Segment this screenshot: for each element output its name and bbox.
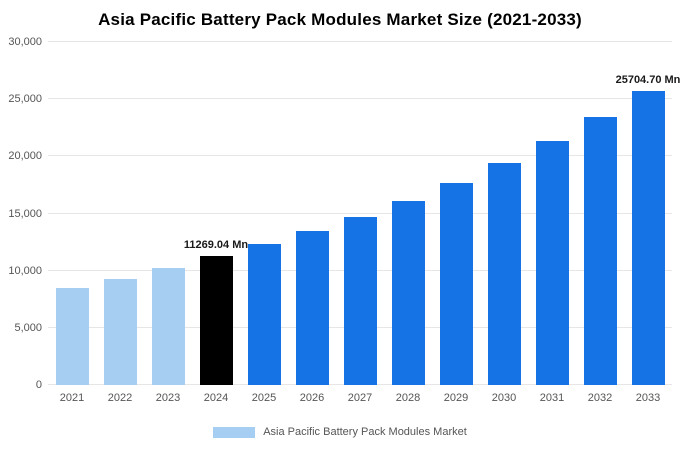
x-tick-label-2028: 2028 <box>395 392 421 404</box>
y-tick-label: 15,000 <box>8 207 42 220</box>
x-tick-label-2025: 2025 <box>251 392 277 404</box>
bar-column-2021 <box>48 42 96 385</box>
legend-swatch-icon <box>213 426 256 438</box>
bar-column-2027 <box>336 42 384 385</box>
x-tick-label-2032: 2032 <box>587 392 613 404</box>
bar-2030 <box>487 162 521 385</box>
bar-column-2030 <box>480 42 528 385</box>
x-tick-label-2023: 2023 <box>155 392 181 404</box>
y-tick-label: 10,000 <box>8 264 42 277</box>
x-tick-label-2030: 2030 <box>491 392 517 404</box>
bar-2031 <box>535 140 569 385</box>
bar-column-2023 <box>144 42 192 385</box>
bar-column-2031 <box>528 42 576 385</box>
bar-column-2024: 11269.04 Mn <box>184 42 248 385</box>
x-tick-label-2021: 2021 <box>59 392 85 404</box>
x-tick-label-2031: 2031 <box>539 392 565 404</box>
bar-2022 <box>103 278 137 385</box>
legend: Asia Pacific Battery Pack Modules Market <box>0 426 680 438</box>
gridline <box>48 212 672 214</box>
y-tick-label: 20,000 <box>8 150 42 163</box>
gridline <box>48 41 672 42</box>
bar-column-2029 <box>432 42 480 385</box>
y-tick-label: 5,000 <box>14 321 42 334</box>
x-tick-label-2022: 2022 <box>107 392 133 404</box>
bar-2032 <box>583 117 617 385</box>
gridline <box>48 98 672 100</box>
y-tick-label: 0 <box>35 379 42 391</box>
bar-value-label-2033: 25704.70 Mn <box>615 74 680 87</box>
x-tick-label-2024: 2024 <box>203 392 229 404</box>
plot-area: 11269.04 Mn 25704.70 Mn <box>48 41 680 385</box>
x-tick-label-2029: 2029 <box>443 392 469 404</box>
bar-2029 <box>439 182 473 385</box>
bar-2028 <box>391 200 425 385</box>
x-axis: 2021 2022 2023 2024 2025 2026 2027 2028 2029 2030… <box>48 392 672 408</box>
x-tick-label-2026: 2026 <box>299 392 325 404</box>
gridline <box>48 155 672 157</box>
x-tick-label-2027: 2027 <box>347 392 373 404</box>
bar-2033 <box>631 91 665 385</box>
bar-column-2025 <box>240 42 288 385</box>
bar-2027 <box>343 216 377 385</box>
x-tick-label-2033: 2033 <box>635 392 661 404</box>
legend-label: Asia Pacific Battery Pack Modules Market <box>263 426 467 438</box>
chart-title: Asia Pacific Battery Pack Modules Market… <box>98 10 582 29</box>
bar-2023 <box>151 268 185 385</box>
bar-2025 <box>247 243 281 385</box>
bar-column-2033: 25704.70 Mn <box>616 42 680 385</box>
bar-column-2022 <box>96 42 144 385</box>
bar-column-2032 <box>576 42 624 385</box>
bars-container: 11269.04 Mn 25704.70 Mn <box>48 42 680 385</box>
bar-column-2028 <box>384 42 432 385</box>
bar-2021 <box>55 288 89 385</box>
bar-2026 <box>295 231 329 385</box>
y-axis: 0 5,000 10,000 15,000 20,000 25,000 30,000 <box>0 36 42 391</box>
bar-2024 <box>199 256 233 385</box>
y-tick-label: 25,000 <box>8 93 42 106</box>
y-tick-label: 30,000 <box>8 36 42 48</box>
bar-column-2026 <box>288 42 336 385</box>
bar-value-label-2024: 11269.04 Mn <box>183 239 249 252</box>
